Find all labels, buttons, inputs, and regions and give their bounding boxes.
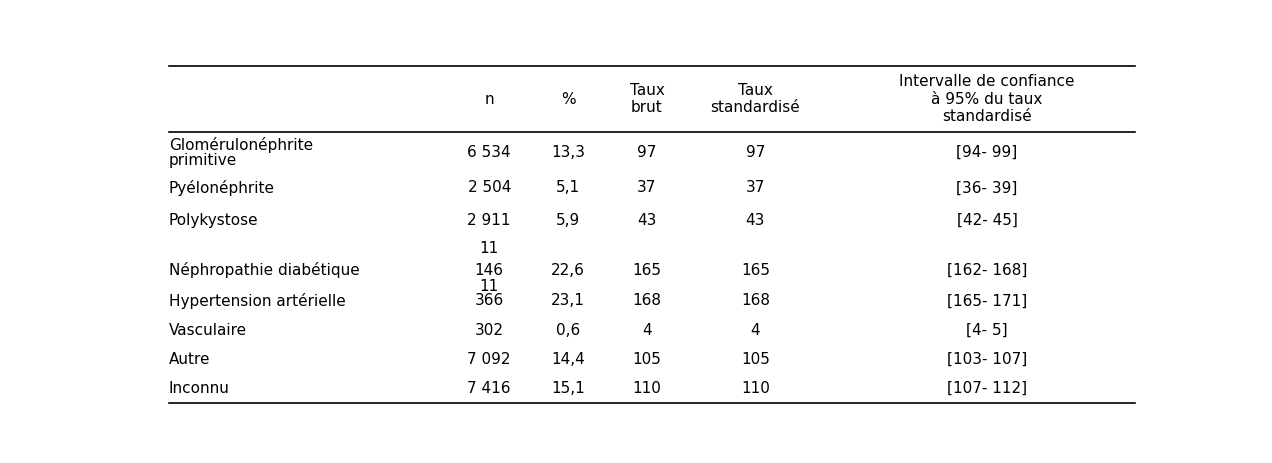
Text: 11: 11	[480, 241, 499, 256]
Text: Intervalle de confiance
à 95% du taux
standardisé: Intervalle de confiance à 95% du taux st…	[899, 75, 1075, 124]
Text: 5,9: 5,9	[556, 213, 580, 228]
Text: Inconnu: Inconnu	[169, 381, 230, 396]
Text: 43: 43	[745, 213, 764, 228]
Text: Pyélonéphrite: Pyélonéphrite	[169, 180, 275, 196]
Text: Polykystose: Polykystose	[169, 213, 258, 228]
Text: [4- 5]: [4- 5]	[967, 323, 1007, 338]
Text: [107- 112]: [107- 112]	[948, 381, 1027, 396]
Text: 0,6: 0,6	[556, 323, 580, 338]
Text: 168: 168	[632, 294, 661, 308]
Text: Taux
standardisé: Taux standardisé	[711, 83, 800, 115]
Text: 165: 165	[632, 263, 661, 278]
Text: 146: 146	[474, 263, 504, 278]
Text: 4: 4	[750, 323, 761, 338]
Text: Taux
brut: Taux brut	[630, 83, 664, 115]
Text: [36- 39]: [36- 39]	[957, 180, 1018, 195]
Text: Néphropathie diabétique: Néphropathie diabétique	[169, 262, 360, 278]
Text: 7 092: 7 092	[468, 352, 511, 367]
Text: n: n	[485, 92, 494, 107]
Text: [162- 168]: [162- 168]	[946, 263, 1028, 278]
Text: 37: 37	[745, 180, 764, 195]
Text: 7 416: 7 416	[468, 381, 511, 396]
Text: [165- 171]: [165- 171]	[946, 294, 1028, 308]
Text: 165: 165	[740, 263, 770, 278]
Text: Glomérulonéphrite: Glomérulonéphrite	[169, 137, 313, 153]
Text: Autre: Autre	[169, 352, 210, 367]
Text: 15,1: 15,1	[551, 381, 585, 396]
Text: 366: 366	[474, 294, 504, 308]
Text: 105: 105	[742, 352, 770, 367]
Text: 2 911: 2 911	[468, 213, 511, 228]
Text: Vasculaire: Vasculaire	[169, 323, 247, 338]
Text: 302: 302	[474, 323, 504, 338]
Text: 22,6: 22,6	[551, 263, 585, 278]
Text: %: %	[561, 92, 575, 107]
Text: [94- 99]: [94- 99]	[957, 145, 1018, 160]
Text: 4: 4	[642, 323, 651, 338]
Text: 13,3: 13,3	[551, 145, 585, 160]
Text: 11: 11	[480, 279, 499, 294]
Text: primitive: primitive	[169, 153, 237, 168]
Text: 97: 97	[637, 145, 656, 160]
Text: 168: 168	[740, 294, 770, 308]
Text: 110: 110	[632, 381, 661, 396]
Text: 2 504: 2 504	[468, 180, 511, 195]
Text: 6 534: 6 534	[467, 145, 511, 160]
Text: 97: 97	[745, 145, 764, 160]
Text: 23,1: 23,1	[551, 294, 585, 308]
Text: 14,4: 14,4	[551, 352, 585, 367]
Text: [103- 107]: [103- 107]	[946, 352, 1028, 367]
Text: Hypertension artérielle: Hypertension artérielle	[169, 293, 346, 309]
Text: 105: 105	[632, 352, 661, 367]
Text: [42- 45]: [42- 45]	[957, 213, 1018, 228]
Text: 110: 110	[742, 381, 770, 396]
Text: 37: 37	[637, 180, 656, 195]
Text: 5,1: 5,1	[556, 180, 580, 195]
Text: 43: 43	[637, 213, 656, 228]
